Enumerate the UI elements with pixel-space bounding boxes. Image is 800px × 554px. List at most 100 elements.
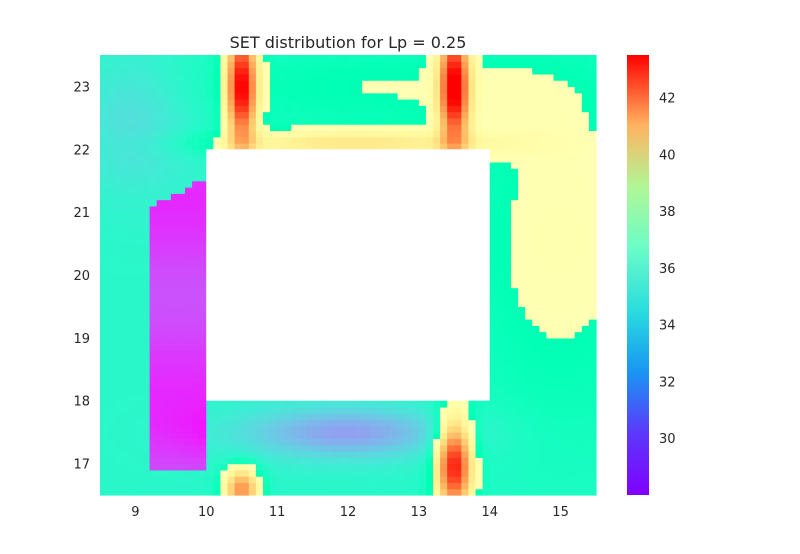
heat-cell: [284, 432, 292, 440]
heat-cell: [390, 476, 399, 484]
heat-cell: [163, 105, 172, 113]
heat-cell: [121, 413, 129, 421]
heat-cell: [213, 476, 222, 484]
heat-cell: [128, 293, 137, 301]
heat-cell: [489, 488, 498, 496]
heat-cell: [482, 476, 491, 484]
heat-cell: [213, 73, 222, 81]
heat-cell: [121, 306, 129, 314]
heat-cell: [170, 149, 179, 157]
heat-cell: [510, 67, 519, 75]
heat-cell: [163, 312, 172, 320]
heat-cell: [553, 187, 562, 194]
heat-cell: [170, 375, 179, 383]
heat-cell: [496, 293, 505, 301]
heat-cell: [163, 218, 172, 226]
heat-cell: [277, 80, 285, 88]
heat-cell: [355, 99, 363, 106]
heat-cell: [305, 61, 314, 69]
heat-cell: [447, 457, 455, 465]
heat-cell: [170, 130, 179, 138]
heat-cell: [355, 61, 363, 69]
heat-cell: [156, 306, 165, 314]
heat-cell: [574, 432, 583, 440]
heat-cell: [503, 400, 512, 408]
heat-cell: [135, 136, 144, 144]
heat-cell: [128, 388, 137, 396]
heat-cell: [553, 174, 562, 182]
heat-cell: [567, 124, 576, 132]
heat-cell: [581, 444, 590, 452]
heat-cell: [114, 337, 122, 345]
heat-cell: [510, 111, 519, 119]
heat-cell: [135, 143, 144, 150]
heat-cell: [397, 80, 406, 88]
heat-cell: [588, 199, 597, 207]
heat-cell: [362, 400, 370, 408]
heat-cell: [348, 400, 356, 408]
heat-cell: [496, 149, 505, 157]
heat-cell: [567, 256, 576, 264]
heat-cell: [574, 300, 583, 308]
heat-cell: [503, 117, 512, 125]
heat-cell: [468, 425, 477, 433]
heat-cell: [177, 457, 186, 465]
heat-cell: [149, 312, 158, 320]
heat-cell: [588, 117, 597, 125]
heat-cell: [553, 262, 562, 270]
heat-cell: [418, 438, 427, 446]
heat-cell: [121, 205, 129, 213]
heat-cell: [588, 111, 597, 119]
heat-cell: [525, 143, 533, 150]
heat-cell: [425, 117, 434, 125]
heat-cell: [489, 86, 498, 94]
heat-cell: [128, 92, 137, 100]
heat-cell: [539, 67, 547, 75]
heat-cell: [433, 86, 441, 94]
heat-cell: [199, 61, 207, 69]
heat-cell: [340, 67, 349, 75]
heat-cell: [546, 218, 555, 226]
heat-cell: [546, 212, 555, 220]
heat-cell: [461, 117, 470, 125]
heat-cell: [567, 425, 576, 433]
heat-cell: [539, 407, 547, 414]
heat-cell: [128, 319, 137, 326]
heat-cell: [177, 92, 186, 100]
heat-cell: [114, 281, 122, 289]
heat-cell: [425, 400, 434, 408]
heat-cell: [532, 205, 540, 213]
heat-cell: [532, 375, 540, 383]
heat-cell: [574, 482, 583, 490]
heat-cell: [567, 293, 576, 301]
heat-cell: [156, 256, 165, 264]
heat-cell: [510, 350, 519, 358]
heat-cell: [525, 476, 533, 484]
heat-cell: [170, 105, 179, 113]
heat-cell: [284, 80, 292, 88]
heat-cell: [234, 73, 243, 81]
heat-cell: [510, 174, 519, 182]
heat-cell: [163, 243, 172, 251]
heat-cell: [114, 488, 122, 496]
heat-cell: [114, 469, 122, 477]
heat-cell: [560, 243, 569, 251]
heat-cell: [128, 99, 137, 106]
heat-cell: [546, 55, 555, 62]
heat-cell: [255, 86, 264, 94]
heat-cell: [546, 99, 555, 106]
heat-cell: [142, 136, 151, 144]
heat-cell: [447, 61, 455, 69]
heat-cell: [199, 319, 207, 326]
heat-cell: [333, 444, 342, 452]
heat-cell: [170, 180, 179, 188]
heat-cell: [241, 451, 250, 458]
heat-cell: [560, 92, 569, 100]
heat-cell: [319, 476, 328, 484]
heat-cell: [553, 73, 562, 81]
heat-cell: [532, 130, 540, 138]
heat-cell: [142, 356, 151, 364]
heat-cell: [574, 111, 583, 119]
heat-cell: [107, 306, 115, 314]
heat-cell: [496, 237, 505, 245]
